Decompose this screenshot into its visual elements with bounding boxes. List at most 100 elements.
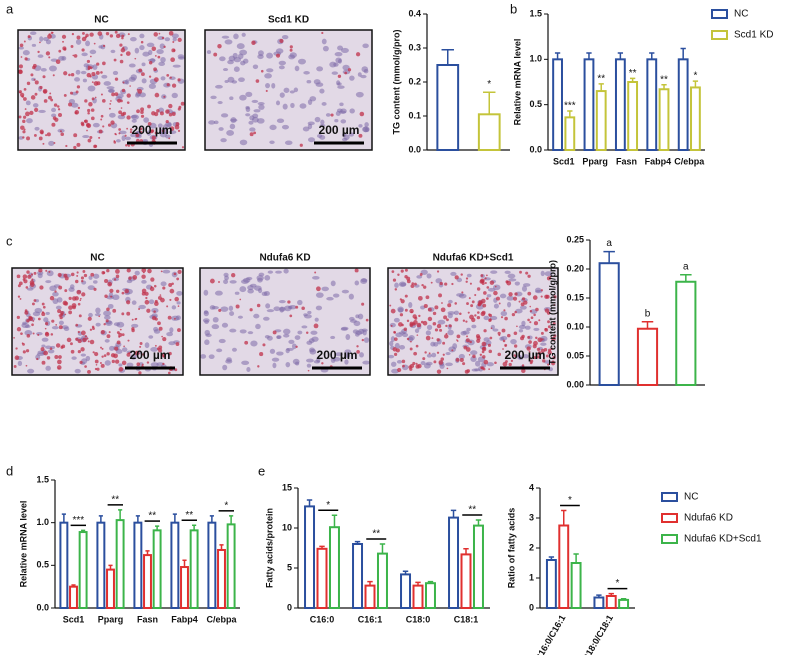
lipid-droplet [30,95,36,100]
lipid-droplet [361,302,365,306]
nucleus [241,360,250,365]
lipid-droplet [23,87,27,91]
nucleus [357,328,365,335]
lipid-droplet [51,319,55,323]
legend-swatch [711,30,728,40]
lipid-droplet [472,354,476,359]
error-bar [135,515,140,523]
x-tick-label: C16:0/C16:1 [533,613,567,655]
lipid-droplet [255,79,260,83]
nucleus [426,324,433,331]
y-axis-label: Ratio of fatty acids [506,508,516,589]
lipid-droplet [37,333,40,336]
lipid-droplet [81,48,85,52]
nucleus [74,368,81,374]
lipid-droplet [63,71,68,76]
x-tick-label: C18:1 [454,614,479,624]
lipid-droplet [115,289,120,294]
nucleus [475,360,481,367]
lipid-droplet [90,108,95,112]
nucleus [338,110,347,114]
lipid-droplet [22,136,25,139]
lipid-droplet [483,359,489,365]
nucleus [321,38,327,45]
lipid-droplet [37,50,40,54]
nucleus [160,281,167,287]
lipid-droplet [400,299,405,304]
lipid-droplet [468,353,471,356]
nucleus [294,65,300,72]
lipid-droplet [120,112,125,117]
nucleus [466,327,471,332]
nucleus [250,340,258,347]
lipid-droplet [477,302,482,307]
lipid-droplet [79,299,82,302]
lipid-droplet [505,360,508,363]
lipid-droplet [156,109,160,113]
nucleus [160,76,166,81]
nucleus [239,329,247,334]
lipid-droplet [476,287,481,291]
lipid-droplet [488,368,490,370]
lipid-droplet [137,89,143,94]
nucleus [359,352,364,358]
nucleus [279,92,285,98]
nucleus [222,364,228,371]
image-title: NC [90,253,104,264]
panel-label: e [258,463,265,478]
lipid-droplet [16,315,20,320]
lipid-droplet [23,40,26,43]
lipid-droplet [43,90,47,94]
lipid-droplet [103,323,106,326]
lipid-droplet [391,270,395,273]
lipid-droplet [403,327,408,331]
lipid-droplet [444,282,448,286]
lipid-droplet [337,74,342,78]
lipid-droplet [314,271,317,274]
lipid-droplet [354,268,359,273]
lipid-droplet [448,324,452,328]
lipid-droplet [438,293,443,298]
lipid-droplet [113,353,118,359]
lipid-droplet [528,350,531,353]
lipid-droplet [523,300,528,305]
nucleus [362,43,369,49]
lipid-droplet [514,310,517,314]
nucleus [285,348,290,354]
lipid-droplet [154,344,157,347]
lipid-droplet [106,334,111,339]
nucleus [486,294,492,298]
nucleus [26,287,34,291]
lipid-droplet [74,296,79,301]
nucleus [30,31,37,36]
nucleus [226,130,235,136]
lipid-droplet [118,366,124,372]
bar [436,64,460,151]
lipid-droplet [510,359,514,362]
lipid-droplet [413,351,418,356]
image-title: Scd1 KD [268,15,309,26]
nucleus [349,316,355,321]
annotation: * [487,79,491,90]
nucleus [41,344,46,348]
nucleus [272,362,277,369]
nucleus [237,315,243,319]
y-tick-label: 1.5 [529,8,542,18]
nucleus [306,340,313,345]
lipid-droplet [136,89,139,91]
lipid-droplet [22,119,26,124]
error-bar [573,553,579,563]
lipid-droplet [126,352,131,357]
nucleus [124,136,132,141]
y-tick-label: 0.1 [408,110,421,120]
lipid-droplet [406,319,410,323]
lipid-droplet [488,349,493,354]
y-tick-label: 3 [529,512,534,522]
nucleus [81,52,88,57]
lipid-droplet [409,321,414,326]
y-tick-label: 0.5 [36,560,49,570]
lipid-droplet [89,328,93,331]
nucleus [21,322,30,329]
lipid-droplet [22,350,26,354]
nucleus [216,348,223,353]
